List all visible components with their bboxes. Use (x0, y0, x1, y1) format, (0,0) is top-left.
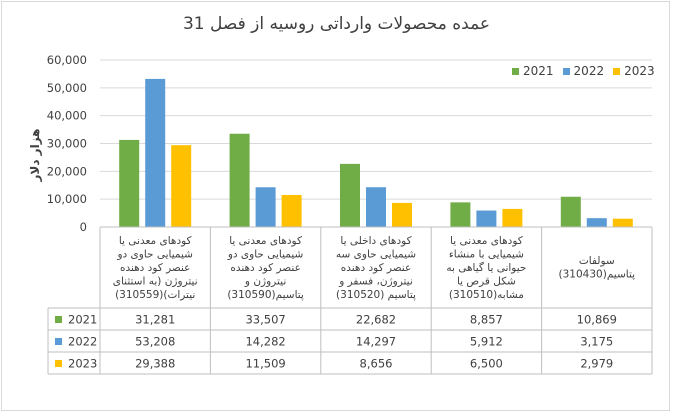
x-tick-label: شیمیایی حاوی دو (116, 248, 192, 260)
data-label: 11,509 (245, 357, 285, 371)
x-tick-label: نیتروژن و (244, 275, 286, 287)
bar-2021-0 (119, 139, 140, 227)
data-label: 3,175 (580, 335, 613, 349)
legend-swatch-2021 (512, 67, 519, 75)
x-tick-label: شیمیایی حاوی سه (336, 248, 416, 260)
x-tick-label: عنصر کود دهنده (120, 262, 191, 274)
x-tick-label: نیترات)(310559) (115, 289, 195, 301)
data-label: 8,857 (470, 313, 503, 327)
y-tick-label: 40,000 (47, 109, 87, 123)
y-tick-label: 10,000 (47, 192, 87, 206)
y-tick-label: 60,000 (47, 53, 87, 67)
bar-2022-0 (145, 78, 166, 227)
data-label: 53,208 (135, 335, 175, 349)
bar-2022-3 (476, 210, 497, 227)
legend-item-2021: 2021 (512, 64, 554, 78)
bar-2023-4 (612, 218, 633, 227)
bar-2023-0 (171, 145, 192, 227)
table-legend-key-2021 (55, 316, 62, 323)
data-label: 14,282 (245, 335, 285, 349)
legend-label-2022: 2022 (573, 64, 605, 78)
data-label: 6,500 (470, 357, 503, 371)
bar-2021-4 (560, 196, 581, 227)
y-tick-label: 30,000 (47, 137, 87, 151)
legend-swatch-2023 (613, 67, 621, 75)
table-series-name: 2022 (68, 335, 97, 349)
x-tick-label: سولفات (579, 255, 615, 267)
x-tick-label: نیتروژن، فسفر و (338, 275, 413, 287)
x-tick-label: پتاسیم(310430) (559, 269, 636, 281)
x-tick-label: پتاسیم(310590) (227, 289, 304, 301)
x-tick-label: پتاسیم (310520) (336, 289, 416, 301)
bar-2021-3 (450, 202, 471, 227)
y-tick-label: 0 (80, 220, 87, 234)
bar-2023-2 (392, 202, 412, 227)
bar-2021-2 (340, 163, 360, 227)
bar-2022-2 (366, 187, 386, 227)
data-label: 29,388 (135, 357, 175, 371)
y-tick-label: 50,000 (47, 81, 87, 95)
x-tick-label: حیوانی یا گیاهی به (446, 261, 526, 274)
chart-title: عمده محصولات وارداتی روسیه از فصل 31 (182, 14, 491, 34)
legend-item-2022: 2022 (562, 64, 605, 78)
data-label: 22,682 (356, 313, 396, 327)
x-tick-label: شیمیایی با منشاء (449, 248, 524, 260)
bar-2023-3 (502, 208, 523, 227)
y-tick-label: 20,000 (47, 164, 87, 178)
x-tick-label: عنصر کود دهنده (341, 262, 412, 274)
data-label: 2,979 (580, 357, 613, 371)
x-tick-label: نیتروژن (به استثنای (113, 275, 198, 287)
legend-swatch-2022 (562, 67, 570, 75)
data-label: 10,869 (577, 313, 617, 327)
table-series-name: 2021 (68, 313, 97, 327)
bar-2022-4 (586, 218, 607, 227)
legend-label-2021: 2021 (523, 64, 554, 78)
legend-item-2023: 2023 (613, 64, 655, 78)
x-tick-label: کودهای داخلی یا (340, 235, 411, 247)
x-tick-label: کودهای معدنی یا (119, 235, 192, 247)
legend-label-2023: 2023 (624, 64, 655, 78)
x-tick-label: کودهای معدنی یا (229, 235, 302, 247)
data-label: 33,507 (245, 313, 285, 327)
table-legend-key-2022 (55, 338, 62, 345)
legend: 2021 2022 2023 (512, 64, 655, 78)
data-label: 8,656 (360, 357, 393, 371)
data-label: 31,281 (135, 313, 175, 327)
data-label: 5,912 (470, 335, 503, 349)
bar-2021-1 (229, 133, 250, 227)
x-tick-label: شیمیایی حاوی دو (227, 248, 303, 260)
table-legend-key-2023 (55, 360, 62, 367)
x-tick-label: مشابه(310510) (449, 289, 524, 301)
x-tick-label: شکل قرص یا (457, 275, 516, 287)
x-tick-label: کودهای معدنی یا (450, 235, 523, 247)
bar-2022-1 (255, 187, 276, 227)
bar-2023-1 (281, 194, 302, 227)
table-series-name: 2023 (68, 357, 97, 371)
x-tick-label: عنصر کود دهنده (230, 262, 301, 274)
data-label: 14,297 (356, 335, 396, 349)
